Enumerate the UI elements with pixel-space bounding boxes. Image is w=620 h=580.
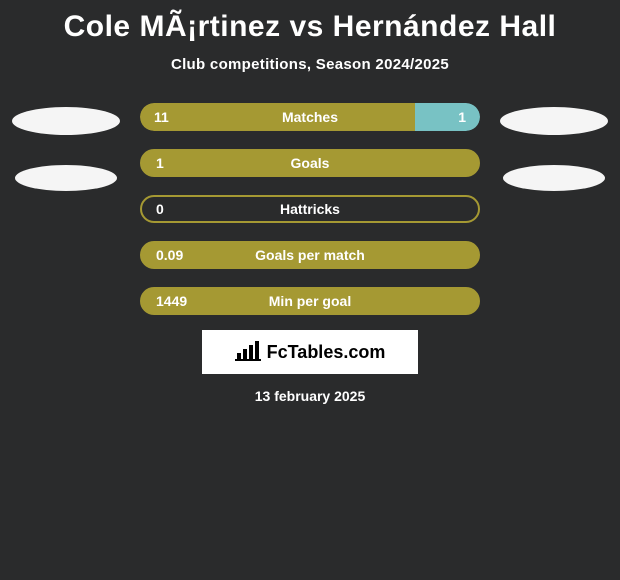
page-title: Cole MÃ¡rtinez vs Hernández Hall [0, 10, 620, 44]
chart-icon [235, 339, 261, 366]
subtitle: Club competitions, Season 2024/2025 [0, 56, 620, 73]
avatar-placeholder [503, 165, 605, 191]
branding-text: FcTables.com [267, 342, 386, 363]
stat-label: Matches [140, 109, 480, 125]
stat-row-goals-per-match: 0.09 Goals per match [140, 241, 480, 269]
stat-value-right: 1 [458, 109, 466, 125]
stat-label: Goals [142, 155, 478, 171]
stat-bars: 11 Matches 1 1 Goals 0 Hattricks 0.09 Go… [140, 103, 480, 315]
avatar-placeholder [15, 165, 117, 191]
date-text: 13 february 2025 [0, 388, 620, 404]
avatar-placeholder [500, 107, 608, 135]
avatar-placeholder [12, 107, 120, 135]
left-avatars [12, 103, 120, 191]
stat-label: Hattricks [142, 201, 478, 217]
stat-label: Goals per match [142, 247, 478, 263]
stat-row-hattricks: 0 Hattricks [140, 195, 480, 223]
stat-label: Min per goal [142, 293, 478, 309]
stat-row-matches: 11 Matches 1 [140, 103, 480, 131]
comparison-card: Cole MÃ¡rtinez vs Hernández Hall Club co… [0, 0, 620, 404]
right-avatars [500, 103, 608, 191]
stat-row-min-per-goal: 1449 Min per goal [140, 287, 480, 315]
branding-badge: FcTables.com [202, 330, 418, 374]
stat-row-goals: 1 Goals [140, 149, 480, 177]
stats-area: 11 Matches 1 1 Goals 0 Hattricks 0.09 Go… [0, 103, 620, 315]
